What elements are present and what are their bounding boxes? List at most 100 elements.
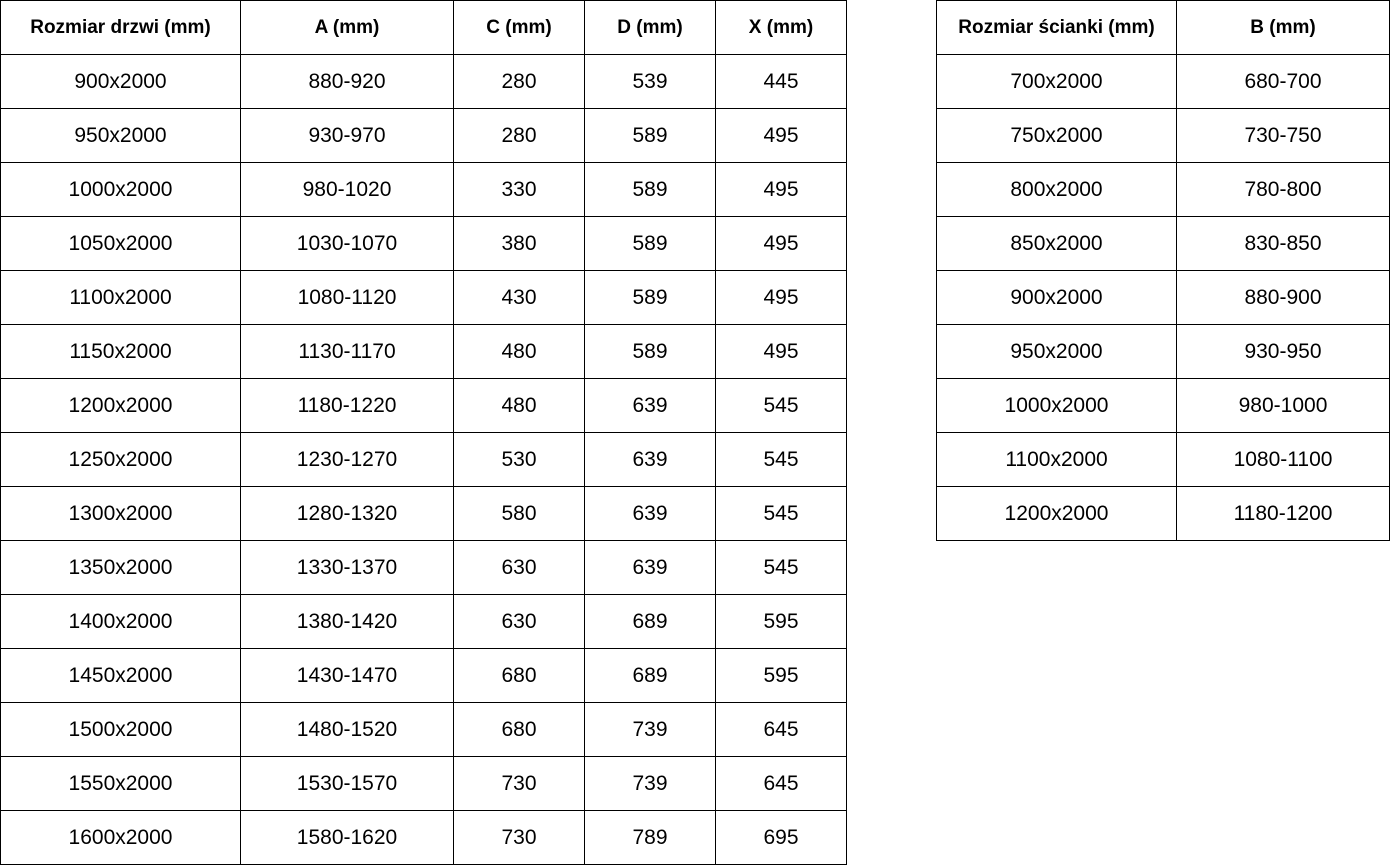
table-cell: 595 xyxy=(715,594,847,649)
table-cell: 589 xyxy=(584,162,716,217)
column-header: Rozmiar drzwi (mm) xyxy=(0,0,241,55)
table-cell: 1100x2000 xyxy=(936,432,1177,487)
table-cell: 1200x2000 xyxy=(936,486,1177,541)
table-cell: 545 xyxy=(715,432,847,487)
table-cell: 950x2000 xyxy=(936,324,1177,379)
column-header: C (mm) xyxy=(453,0,585,55)
table-row: 750x2000 730-750 xyxy=(936,108,1390,163)
table-row: 1400x2000 1380-1420 630 689 595 xyxy=(0,594,847,649)
column-header: X (mm) xyxy=(715,0,847,55)
table-cell: 730 xyxy=(453,810,585,865)
table-row: 950x2000 930-950 xyxy=(936,324,1390,379)
table-cell: 739 xyxy=(584,702,716,757)
table-cell: 1550x2000 xyxy=(0,756,241,811)
table-cell: 1430-1470 xyxy=(240,648,454,703)
table-cell: 1530-1570 xyxy=(240,756,454,811)
table-row: 950x2000 930-970 280 589 495 xyxy=(0,108,847,163)
table-cell: 630 xyxy=(453,594,585,649)
table-cell: 1350x2000 xyxy=(0,540,241,595)
table-cell: 780-800 xyxy=(1176,162,1390,217)
table-cell: 1480-1520 xyxy=(240,702,454,757)
table-cell: 480 xyxy=(453,378,585,433)
table-row: 900x2000 880-920 280 539 445 xyxy=(0,54,847,109)
table-cell: 1180-1200 xyxy=(1176,486,1390,541)
table-cell: 630 xyxy=(453,540,585,595)
table-row: 1050x2000 1030-1070 380 589 495 xyxy=(0,216,847,271)
table-cell: 1150x2000 xyxy=(0,324,241,379)
door-size-table: Rozmiar drzwi (mm) A (mm) C (mm) D (mm) X (m… xyxy=(0,0,847,865)
table-cell: 530 xyxy=(453,432,585,487)
table-row: 1200x2000 1180-1220 480 639 545 xyxy=(0,378,847,433)
table-cell: 1180-1220 xyxy=(240,378,454,433)
table-cell: 280 xyxy=(453,54,585,109)
table-row: 1450x2000 1430-1470 680 689 595 xyxy=(0,648,847,703)
table-cell: 1280-1320 xyxy=(240,486,454,541)
table-cell: 1380-1420 xyxy=(240,594,454,649)
table-row: 1350x2000 1330-1370 630 639 545 xyxy=(0,540,847,595)
table-cell: 580 xyxy=(453,486,585,541)
table-cell: 545 xyxy=(715,540,847,595)
table-cell: 480 xyxy=(453,324,585,379)
table-cell: 280 xyxy=(453,108,585,163)
table-row: 1100x2000 1080-1120 430 589 495 xyxy=(0,270,847,325)
table-cell: 1230-1270 xyxy=(240,432,454,487)
table-cell: 750x2000 xyxy=(936,108,1177,163)
table-cell: 445 xyxy=(715,54,847,109)
table-cell: 680-700 xyxy=(1176,54,1390,109)
table-cell: 1130-1170 xyxy=(240,324,454,379)
table-cell: 589 xyxy=(584,324,716,379)
table-cell: 930-950 xyxy=(1176,324,1390,379)
table-cell: 730-750 xyxy=(1176,108,1390,163)
table-cell: 1080-1100 xyxy=(1176,432,1390,487)
table-cell: 980-1020 xyxy=(240,162,454,217)
table-cell: 495 xyxy=(715,162,847,217)
panel-size-table: Rozmiar ścianki (mm) B (mm) 700x2000 680-7… xyxy=(936,0,1390,541)
table-row: 700x2000 680-700 xyxy=(936,54,1390,109)
table-cell: 545 xyxy=(715,486,847,541)
table-cell: 380 xyxy=(453,216,585,271)
table-cell: 1250x2000 xyxy=(0,432,241,487)
table-cell: 739 xyxy=(584,756,716,811)
table-row: 850x2000 830-850 xyxy=(936,216,1390,271)
table-cell: 730 xyxy=(453,756,585,811)
table-cell: 1100x2000 xyxy=(0,270,241,325)
table-cell: 1200x2000 xyxy=(0,378,241,433)
column-header: A (mm) xyxy=(240,0,454,55)
table-cell: 430 xyxy=(453,270,585,325)
table-cell: 1050x2000 xyxy=(0,216,241,271)
column-header: B (mm) xyxy=(1176,0,1390,55)
table-cell: 1600x2000 xyxy=(0,810,241,865)
table-cell: 680 xyxy=(453,648,585,703)
table-cell: 545 xyxy=(715,378,847,433)
table-row: 1300x2000 1280-1320 580 639 545 xyxy=(0,486,847,541)
table-cell: 800x2000 xyxy=(936,162,1177,217)
table-row: 1550x2000 1530-1570 730 739 645 xyxy=(0,756,847,811)
table-row: 900x2000 880-900 xyxy=(936,270,1390,325)
column-header: D (mm) xyxy=(584,0,716,55)
table-cell: 1080-1120 xyxy=(240,270,454,325)
table-cell: 1300x2000 xyxy=(0,486,241,541)
table-cell: 589 xyxy=(584,108,716,163)
table-cell: 495 xyxy=(715,270,847,325)
table-cell: 639 xyxy=(584,378,716,433)
table-row: 1000x2000 980-1020 330 589 495 xyxy=(0,162,847,217)
table-row: 1600x2000 1580-1620 730 789 695 xyxy=(0,810,847,865)
table-cell: 950x2000 xyxy=(0,108,241,163)
table-row: 1500x2000 1480-1520 680 739 645 xyxy=(0,702,847,757)
table-cell: 1400x2000 xyxy=(0,594,241,649)
table-row: 800x2000 780-800 xyxy=(936,162,1390,217)
table-cell: 1330-1370 xyxy=(240,540,454,595)
table-cell: 595 xyxy=(715,648,847,703)
table-cell: 689 xyxy=(584,594,716,649)
table-cell: 645 xyxy=(715,702,847,757)
table-cell: 495 xyxy=(715,216,847,271)
table-row: 1100x2000 1080-1100 xyxy=(936,432,1390,487)
table-cell: 1000x2000 xyxy=(0,162,241,217)
table-row: 1150x2000 1130-1170 480 589 495 xyxy=(0,324,847,379)
table-cell: 539 xyxy=(584,54,716,109)
table-cell: 1030-1070 xyxy=(240,216,454,271)
table-cell: 980-1000 xyxy=(1176,378,1390,433)
table-cell: 900x2000 xyxy=(0,54,241,109)
header-row: Rozmiar ścianki (mm) B (mm) xyxy=(936,0,1390,55)
table-cell: 1000x2000 xyxy=(936,378,1177,433)
